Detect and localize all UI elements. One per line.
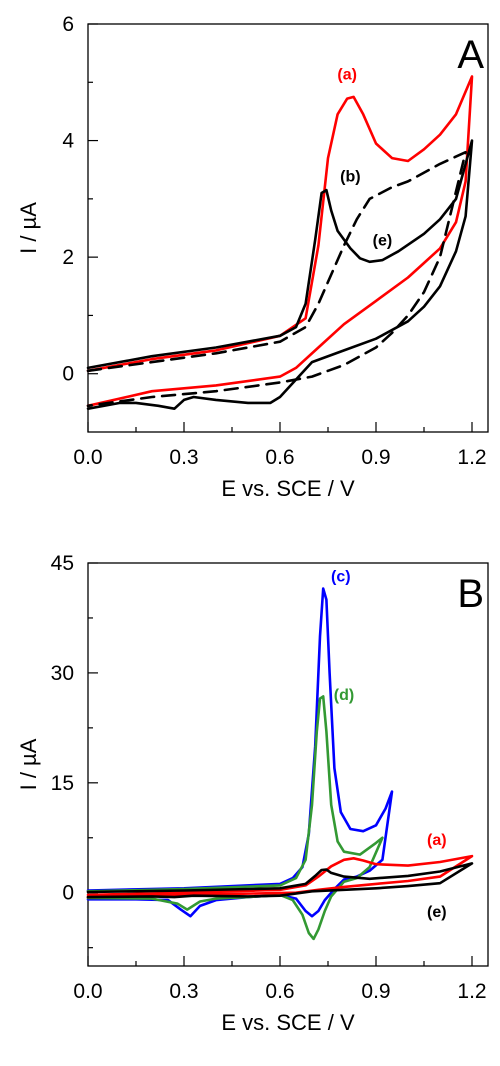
panel-b-series-a-line — [86, 854, 474, 899]
panel-b-annotation-c: (c) — [331, 568, 351, 585]
panel-b-annotation-d: (d) — [334, 687, 354, 704]
panel-b-chart: 0.0 0.3 0.6 0.9 1.2 0 15 30 45 E vs. SCE / V I / µ… — [16, 552, 489, 1035]
panel-b-series-d-line — [86, 695, 384, 941]
panel-b-x-tick-label: 0.0 — [73, 980, 102, 1003]
panel-b-x-axis-label: E vs. SCE / V — [221, 1010, 355, 1035]
panel-b-x-tick-label: 1.2 — [457, 980, 486, 1003]
panel-a-x-tick-label: 0.0 — [73, 446, 102, 469]
panel-b-panel-label: B — [457, 572, 484, 616]
panel-a-x-tick-label: 0.3 — [169, 446, 198, 469]
panel-b-x-tick-label: 0.3 — [169, 980, 198, 1003]
panel-b-x-tick-label: 0.9 — [361, 980, 390, 1003]
panel-b-annotation-a: (a) — [427, 832, 447, 849]
panel-a-annotation-b: (b) — [340, 168, 360, 185]
panel-a-x-tick-label: 0.9 — [361, 446, 390, 469]
panel-b-plot-frame — [87, 562, 489, 967]
panel-b-y-tick-label: 30 — [51, 662, 74, 685]
panel-b-x-tick-label: 0.6 — [265, 980, 294, 1003]
panel-b-y-axis-label: I / µA — [16, 738, 41, 790]
panel-a-y-tick-label: 0 — [62, 363, 74, 386]
panel-a-series-a-line — [86, 75, 474, 408]
panel-a-annotation-a: (a) — [337, 66, 357, 83]
panel-a-y-tick-label: 2 — [62, 246, 74, 269]
panel-a-y-tick-label: 6 — [62, 13, 74, 36]
panel-b-series-c-line — [86, 587, 394, 918]
panel-b-y-tick-label: 15 — [51, 772, 74, 795]
panel-a-x-axis-label: E vs. SCE / V — [221, 476, 355, 501]
panel-b-y-tick-label: 45 — [51, 552, 74, 575]
panel-b-y-tick-label: 0 — [62, 882, 74, 905]
panel-b-series-e-line — [86, 862, 474, 899]
panel-a-y-axis-label: I / µA — [16, 202, 41, 254]
panel-a-panel-label: A — [457, 33, 484, 77]
panel-a-series-e-line — [86, 139, 474, 411]
panel-b-annotation-e: (e) — [427, 904, 447, 921]
panel-a-plot-frame — [87, 23, 489, 433]
panel-a-chart: 0.0 0.3 0.6 0.9 1.2 0 2 4 6 E vs. SCE / V I / µA A (… — [16, 13, 489, 501]
panel-a-x-tick-label: 1.2 — [457, 446, 486, 469]
panel-a-y-tick-label: 4 — [62, 130, 74, 153]
panel-a-series-b-dashed-line — [86, 150, 467, 408]
panel-a-x-tick-label: 0.6 — [265, 446, 294, 469]
panel-a-annotation-e: (e) — [373, 232, 393, 249]
